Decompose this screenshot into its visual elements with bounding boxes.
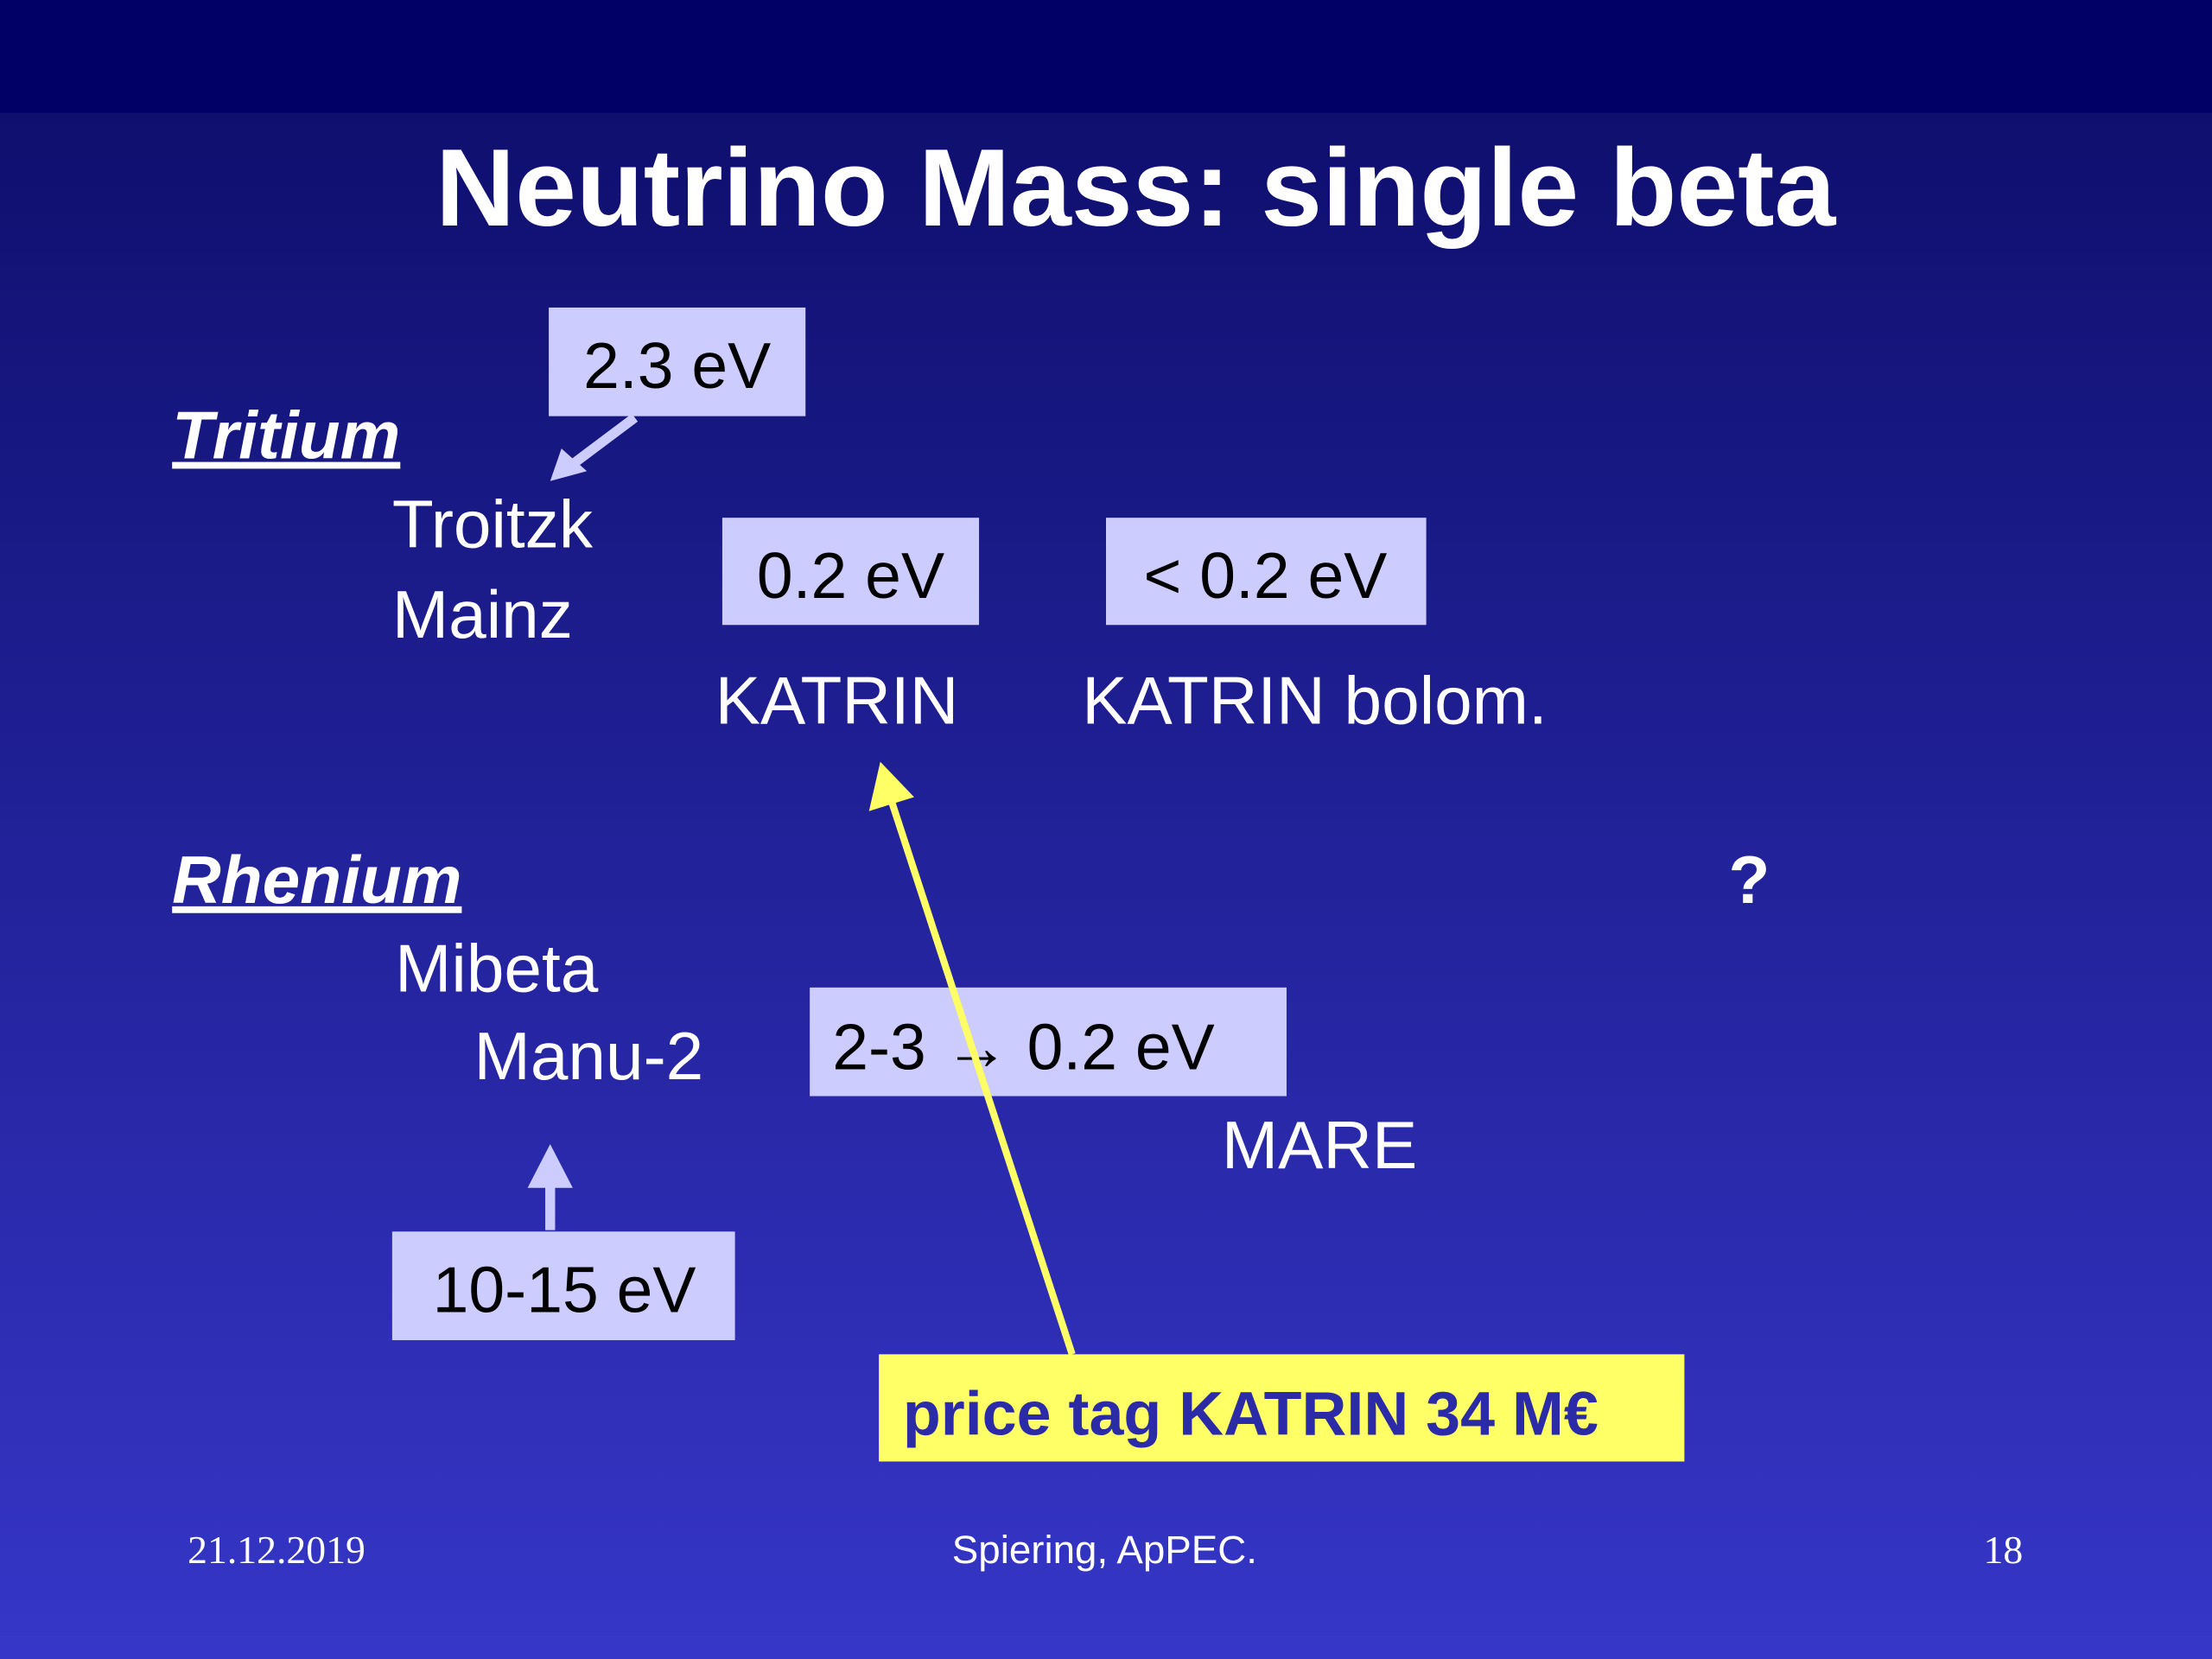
arrow bbox=[563, 413, 639, 473]
arrow-head bbox=[527, 1144, 573, 1188]
experiment: KATRIN bolom. bbox=[1082, 663, 1548, 739]
sensitivity: 0.2 eV bbox=[757, 539, 944, 612]
price-box bbox=[879, 1354, 1685, 1462]
arrow bbox=[887, 800, 1076, 1356]
experiment: Mainz bbox=[392, 576, 573, 652]
footer-author: Spiering, ApPEC. bbox=[952, 1528, 1257, 1572]
footer-page: 18 bbox=[1984, 1528, 2024, 1572]
experiment: KATRIN bbox=[715, 663, 959, 739]
sensitivity: 2-3 → 0.2 eV bbox=[832, 1011, 1214, 1084]
label-box bbox=[810, 987, 1287, 1096]
price-tag: price tag KATRIN 34 M€ bbox=[903, 1379, 1599, 1448]
experiment: Mibeta bbox=[395, 931, 599, 1007]
question-mark: ? bbox=[1729, 842, 1770, 918]
footer-date: 21.12.2019 bbox=[188, 1528, 365, 1572]
title: Neutrino Mass: single beta bbox=[435, 126, 1836, 249]
label-box bbox=[391, 1231, 735, 1341]
label-box bbox=[721, 518, 980, 626]
label-box bbox=[1106, 518, 1427, 626]
limit: 10-15 eV bbox=[433, 1253, 696, 1325]
experiment: MARE bbox=[1222, 1107, 1417, 1183]
limit: 2.3 eV bbox=[583, 329, 771, 402]
section-heading: Rhenium bbox=[172, 842, 461, 918]
section-heading: Tritium bbox=[172, 397, 400, 474]
experiment: Troitzk bbox=[392, 486, 594, 562]
sensitivity: < 0.2 eV bbox=[1144, 539, 1388, 612]
top-bar bbox=[0, 0, 2212, 113]
experiment: Manu-2 bbox=[474, 1018, 704, 1094]
arrow-head bbox=[868, 761, 914, 811]
label-box bbox=[549, 307, 806, 416]
arrow-head bbox=[550, 448, 588, 481]
